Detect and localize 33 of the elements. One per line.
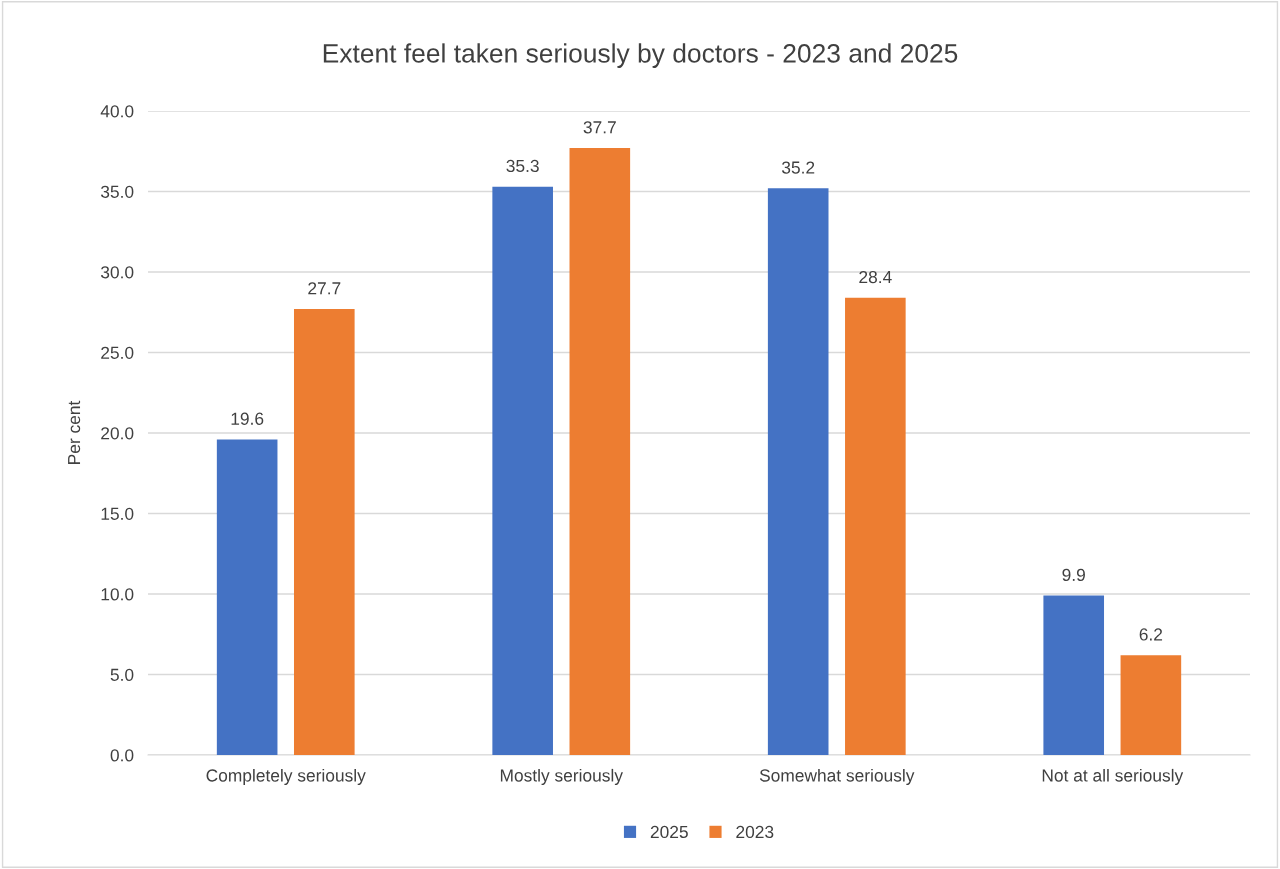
bar [293, 309, 355, 755]
data-label: 27.7 [308, 282, 341, 295]
y-tick-label: 30.0 [100, 266, 134, 279]
y-tick-label: 5.0 [110, 668, 134, 681]
bar [845, 297, 906, 755]
legend-label: 2023 [736, 825, 774, 839]
data-label: 9.9 [1062, 568, 1085, 582]
bar [767, 188, 829, 755]
y-tick-label: 0.0 [110, 749, 134, 762]
bar [216, 439, 278, 755]
data-label: 35.2 [781, 161, 815, 174]
bar [1120, 655, 1182, 755]
bar [1043, 595, 1105, 755]
chart-title: Extent feel taken seriously by doctors - 2023 and 2025 [323, 43, 958, 68]
data-label: 19.6 [231, 412, 264, 425]
y-tick-label: 40.0 [100, 105, 134, 118]
y-tick-label: 15.0 [101, 507, 134, 520]
data-label: 28.4 [859, 270, 892, 284]
y-tick-label: 35.0 [100, 185, 134, 198]
data-label: 35.3 [506, 159, 539, 173]
x-tick-label: Completely seriously [206, 768, 366, 786]
y-tick-label: 10.0 [101, 588, 134, 601]
x-tick-label: Not at all seriously [1042, 768, 1184, 786]
x-tick-label: Somewhat seriously [759, 768, 915, 786]
legend-label: 2025 [650, 825, 688, 839]
y-tick-label: 20.0 [101, 427, 134, 440]
x-tick-label: Mostly seriously [500, 768, 623, 786]
data-label: 6.2 [1139, 628, 1163, 641]
data-label: 37.7 [583, 121, 616, 134]
y-axis-title: Per cent [68, 400, 81, 464]
y-tick-label: 25.0 [101, 346, 134, 359]
bar [569, 148, 631, 755]
bar [492, 186, 553, 755]
